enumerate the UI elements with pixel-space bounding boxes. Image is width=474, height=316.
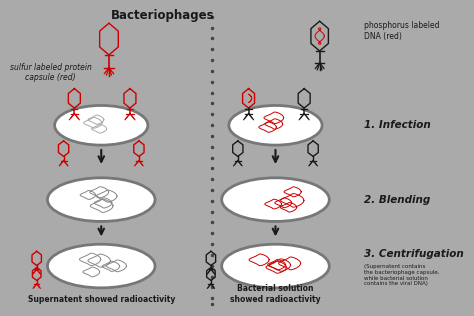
Ellipse shape: [229, 106, 322, 145]
Ellipse shape: [47, 178, 155, 222]
Text: phosphorus labeled
DNA (red): phosphorus labeled DNA (red): [365, 21, 440, 41]
Ellipse shape: [222, 178, 329, 222]
Ellipse shape: [222, 244, 329, 288]
Text: 1. Infection: 1. Infection: [365, 120, 431, 130]
Text: 2. Blending: 2. Blending: [365, 195, 431, 205]
Text: (Supernatent contains
the bacteriophage capsule,
while bacterial solution
contai: (Supernatent contains the bacteriophage …: [365, 264, 440, 287]
Ellipse shape: [47, 244, 155, 288]
Text: Bacteriophages: Bacteriophages: [111, 9, 215, 22]
Ellipse shape: [55, 106, 148, 145]
Text: 3. Centrifugation: 3. Centrifugation: [365, 249, 464, 259]
Text: Bacterial solution
showed radioactivity: Bacterial solution showed radioactivity: [230, 284, 321, 304]
Text: Supernatent showed radioactivity: Supernatent showed radioactivity: [27, 295, 175, 304]
Text: sulfur labeled protein
capsule (red): sulfur labeled protein capsule (red): [10, 63, 91, 82]
